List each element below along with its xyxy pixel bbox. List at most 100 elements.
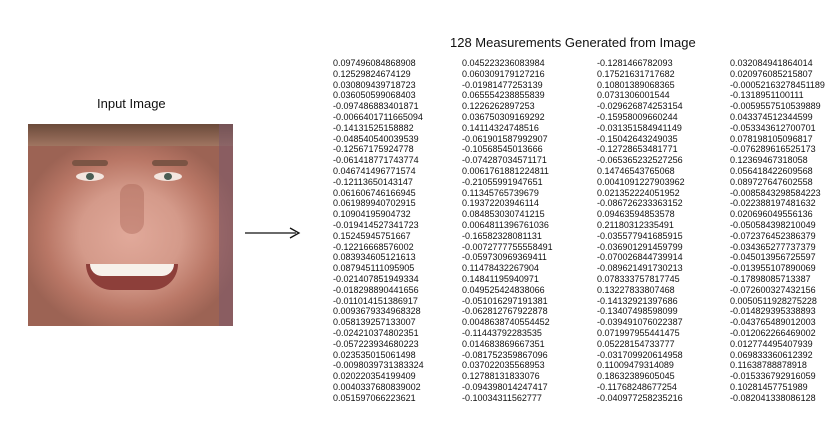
measurement-value: 0.0040337680839002 [333,381,421,392]
face-right-brow [152,160,188,166]
measurement-value: -0.082041338086128 [730,392,816,403]
measurement-value: 0.071997955441475 [597,327,680,338]
measurement-column-4: 0.032084941864014 0.020976085215807 -0.000… [730,58,825,404]
measurement-value: -0.12216668576002 [333,241,414,252]
measurement-value: 0.1226262897253 [462,101,535,112]
measurement-value: -0.1281466782093 [597,58,673,68]
measurement-value: 0.17521631717682 [597,68,675,79]
measurement-value: 0.058139257133007 [333,317,416,328]
measurement-value: -0.031351584941149 [597,122,682,133]
measurement-value: -0.01981477253139 [462,79,543,90]
measurement-value: -0.0059557510539889 [730,101,821,112]
measurement-value: 0.11009479314089 [597,360,674,371]
measurement-value: 0.0093679334968328 [333,306,421,317]
measurement-value: 0.078333757817745 [597,273,680,284]
measurement-value: 0.11478432267904 [462,263,539,274]
measurement-value: -0.15042643249035 [597,133,678,144]
measurement-value: 0.0050511928275228 [730,295,817,306]
measurement-value: -0.057223934680223 [333,338,419,349]
measurement-value: 0.030809439718723 [333,79,416,90]
measurement-value: 0.14746543765068 [597,165,675,176]
measurement-value: -0.031709920614958 [597,349,683,360]
measurement-value: -0.061418771743774 [333,155,419,166]
face-background-edge [219,124,233,326]
measurement-value: 0.078198105096817 [730,133,813,144]
measurement-value: 0.084853030741215 [462,209,545,220]
measurement-value: -0.024210374802351 [333,327,419,338]
measurement-value: -0.014829395338893 [730,306,816,317]
measurement-value: -0.17898085713387 [730,273,811,284]
measurement-value: -0.029626874253154 [597,101,683,112]
measurement-column-3: -0.1281466782093 0.17521631717682 0.108013… [597,58,685,404]
measurement-value: 0.069833360612392 [730,349,813,360]
measurement-value: -0.053343612700701 [730,122,816,133]
measurement-value: 0.14841195940971 [462,273,539,284]
measurement-value: -0.065365232527256 [597,155,683,166]
measurement-value: 0.14114324748516 [462,122,539,133]
measurement-value: 0.036750309169292 [462,111,545,122]
measurement-value: -0.14132921397686 [597,295,678,306]
measurement-value: 0.037022035568953 [462,360,545,371]
measurement-value: 0.0731306001544 [597,90,670,101]
measurement-value: -0.15958009660244 [597,111,678,122]
measurement-value: 0.12369467318058 [730,155,808,166]
measurement-value: 0.051597066223621 [333,392,416,403]
measurement-value: -0.12113650143147 [333,176,413,187]
measurement-column-1: 0.097496084868908 0.12529824674129 0.03080… [333,58,424,404]
measurement-value: 0.061606746166945 [333,187,416,198]
face-hair [28,124,233,146]
measurement-value: 0.19372203946114 [462,198,539,209]
measurement-value: 0.10281457751989 [730,381,808,392]
measurement-value: 0.014683869667351 [462,338,545,349]
measurement-value: 0.12788131833076 [462,371,540,382]
measurement-value: 0.097496084868908 [333,58,416,68]
measurement-value: -0.012062266469002 [730,327,816,338]
face-right-eye [154,172,182,181]
measurement-value: -0.0098039731383324 [333,360,424,371]
measurement-value: 0.0064811396761036 [462,219,549,230]
measurement-value: 0.023535015061498 [333,349,416,360]
measurement-value: -0.16582328081131 [462,230,542,241]
measurement-column-2: 0.045223236083984 0.060309179127216 -0.019… [462,58,553,404]
measurement-value: -0.074287034571171 [462,155,547,166]
measurement-value: -0.070026844739914 [597,252,683,263]
measurement-value: 0.045223236083984 [462,58,545,68]
measurement-value: 0.012774495407939 [730,338,813,349]
measurement-value: -0.018298890441656 [333,284,419,295]
measurement-value: 0.11638788878918 [730,360,807,371]
measurement-value: -0.089621491730213 [597,263,683,274]
measurement-value: -0.039491076022387 [597,317,683,328]
measurement-value: -0.045013956725597 [730,252,816,263]
measurement-value: 0.046741496771574 [333,165,416,176]
measurement-value: -0.061901587992907 [462,133,548,144]
measurement-value: 0.020696049556136 [730,209,813,220]
input-image-label: Input Image [97,96,166,111]
input-face-image [28,124,233,326]
measurement-value: -0.14131525158882 [333,122,414,133]
measurement-value: 0.065554238855839 [462,90,545,101]
measurement-value: -0.072600327432156 [730,284,816,295]
measurement-value: -0.1318951100111 [730,90,804,101]
measurement-value: 0.12529824674129 [333,68,411,79]
measurement-value: 0.13227833807468 [597,284,675,295]
measurement-value: -0.21055991947651 [462,176,543,187]
measurement-value: -0.12567175924778 [333,144,414,155]
measurement-value: -0.051016297191381 [462,295,548,306]
measurement-value: -0.048540540039539 [333,133,419,144]
measurement-value: -0.062812767922878 [462,306,548,317]
measurement-value: -0.12728653481771 [597,144,678,155]
measurement-value: -0.015336792916059 [730,371,816,382]
measurement-value: -0.011014151386917 [333,295,418,306]
measurement-value: 0.032084941864014 [730,58,813,68]
measurement-value: -0.0066401711665094 [333,111,423,122]
measurement-value: -0.13407498598099 [597,306,678,317]
measurement-value: 0.036050599068403 [333,90,416,101]
measurement-value: -0.081752359867096 [462,349,548,360]
measurement-value: 0.083934605121613 [333,252,416,263]
measurement-value: -0.0085843298584223 [730,187,821,198]
measurement-value: -0.036901291459799 [597,241,683,252]
measurement-value: -0.013955107890069 [730,263,816,274]
measurement-value: 0.11345765739679 [462,187,539,198]
measurement-value: 0.0048638740554452 [462,317,550,328]
